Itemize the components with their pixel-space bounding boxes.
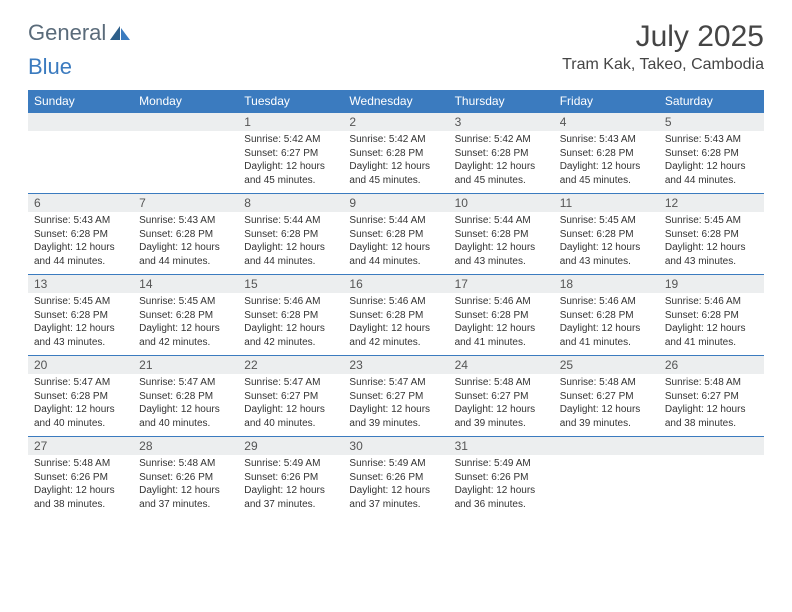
day-data-cell: Sunrise: 5:42 AMSunset: 6:28 PMDaylight:… [343, 131, 448, 194]
day-number-cell: 9 [343, 194, 448, 213]
day-number-cell: 19 [659, 275, 764, 294]
day-number-cell: 2 [343, 113, 448, 132]
empty-day-number-cell [659, 437, 764, 456]
day-number-cell: 30 [343, 437, 448, 456]
day-number-cell: 3 [449, 113, 554, 132]
empty-day-data-cell [554, 455, 659, 517]
empty-day-data-cell [659, 455, 764, 517]
day-number-cell: 31 [449, 437, 554, 456]
day-data-cell: Sunrise: 5:48 AMSunset: 6:27 PMDaylight:… [554, 374, 659, 437]
location-text: Tram Kak, Takeo, Cambodia [562, 56, 764, 74]
day-number-cell: 10 [449, 194, 554, 213]
day-number-cell: 6 [28, 194, 133, 213]
day-data-cell: Sunrise: 5:42 AMSunset: 6:27 PMDaylight:… [238, 131, 343, 194]
day-number-cell: 29 [238, 437, 343, 456]
day-data-cell: Sunrise: 5:43 AMSunset: 6:28 PMDaylight:… [133, 212, 238, 275]
day-data-cell: Sunrise: 5:46 AMSunset: 6:28 PMDaylight:… [554, 293, 659, 356]
day-number-cell: 11 [554, 194, 659, 213]
day-header-row: Sunday Monday Tuesday Wednesday Thursday… [28, 90, 764, 113]
day-data-cell: Sunrise: 5:43 AMSunset: 6:28 PMDaylight:… [554, 131, 659, 194]
day-data-cell: Sunrise: 5:45 AMSunset: 6:28 PMDaylight:… [28, 293, 133, 356]
week-data-row: Sunrise: 5:45 AMSunset: 6:28 PMDaylight:… [28, 293, 764, 356]
day-data-cell: Sunrise: 5:49 AMSunset: 6:26 PMDaylight:… [449, 455, 554, 517]
day-data-cell: Sunrise: 5:45 AMSunset: 6:28 PMDaylight:… [133, 293, 238, 356]
empty-day-number-cell [133, 113, 238, 132]
week-number-row: 13141516171819 [28, 275, 764, 294]
day-number-cell: 5 [659, 113, 764, 132]
day-number-cell: 24 [449, 356, 554, 375]
day-number-cell: 16 [343, 275, 448, 294]
day-number-cell: 28 [133, 437, 238, 456]
calendar-body: 12345 Sunrise: 5:42 AMSunset: 6:27 PMDay… [28, 113, 764, 518]
day-data-cell: Sunrise: 5:46 AMSunset: 6:28 PMDaylight:… [238, 293, 343, 356]
title-block: July 2025 Tram Kak, Takeo, Cambodia [562, 20, 764, 74]
day-header-thursday: Thursday [449, 90, 554, 113]
day-data-cell: Sunrise: 5:43 AMSunset: 6:28 PMDaylight:… [659, 131, 764, 194]
week-data-row: Sunrise: 5:43 AMSunset: 6:28 PMDaylight:… [28, 212, 764, 275]
logo-text-blue: Blue [28, 54, 72, 79]
day-data-cell: Sunrise: 5:46 AMSunset: 6:28 PMDaylight:… [449, 293, 554, 356]
day-number-cell: 17 [449, 275, 554, 294]
day-header-saturday: Saturday [659, 90, 764, 113]
day-data-cell: Sunrise: 5:44 AMSunset: 6:28 PMDaylight:… [238, 212, 343, 275]
week-data-row: Sunrise: 5:47 AMSunset: 6:28 PMDaylight:… [28, 374, 764, 437]
day-number-cell: 20 [28, 356, 133, 375]
day-data-cell: Sunrise: 5:48 AMSunset: 6:26 PMDaylight:… [28, 455, 133, 517]
calendar-table: Sunday Monday Tuesday Wednesday Thursday… [28, 90, 764, 517]
day-data-cell: Sunrise: 5:47 AMSunset: 6:28 PMDaylight:… [28, 374, 133, 437]
day-data-cell: Sunrise: 5:48 AMSunset: 6:27 PMDaylight:… [449, 374, 554, 437]
day-number-cell: 1 [238, 113, 343, 132]
week-number-row: 2728293031 [28, 437, 764, 456]
day-number-cell: 21 [133, 356, 238, 375]
day-data-cell: Sunrise: 5:44 AMSunset: 6:28 PMDaylight:… [343, 212, 448, 275]
empty-day-number-cell [28, 113, 133, 132]
day-number-cell: 22 [238, 356, 343, 375]
day-header-tuesday: Tuesday [238, 90, 343, 113]
day-number-cell: 12 [659, 194, 764, 213]
logo-text-general: General [28, 20, 106, 46]
logo: General [28, 20, 134, 46]
day-number-cell: 8 [238, 194, 343, 213]
day-data-cell: Sunrise: 5:47 AMSunset: 6:27 PMDaylight:… [343, 374, 448, 437]
week-number-row: 6789101112 [28, 194, 764, 213]
day-data-cell: Sunrise: 5:48 AMSunset: 6:27 PMDaylight:… [659, 374, 764, 437]
day-number-cell: 7 [133, 194, 238, 213]
day-data-cell: Sunrise: 5:46 AMSunset: 6:28 PMDaylight:… [343, 293, 448, 356]
day-data-cell: Sunrise: 5:49 AMSunset: 6:26 PMDaylight:… [343, 455, 448, 517]
day-data-cell: Sunrise: 5:47 AMSunset: 6:27 PMDaylight:… [238, 374, 343, 437]
empty-day-data-cell [133, 131, 238, 194]
empty-day-data-cell [28, 131, 133, 194]
day-data-cell: Sunrise: 5:42 AMSunset: 6:28 PMDaylight:… [449, 131, 554, 194]
day-number-cell: 4 [554, 113, 659, 132]
day-number-cell: 25 [554, 356, 659, 375]
day-header-sunday: Sunday [28, 90, 133, 113]
day-number-cell: 18 [554, 275, 659, 294]
day-header-monday: Monday [133, 90, 238, 113]
day-header-friday: Friday [554, 90, 659, 113]
day-header-wednesday: Wednesday [343, 90, 448, 113]
day-data-cell: Sunrise: 5:44 AMSunset: 6:28 PMDaylight:… [449, 212, 554, 275]
day-number-cell: 27 [28, 437, 133, 456]
week-data-row: Sunrise: 5:42 AMSunset: 6:27 PMDaylight:… [28, 131, 764, 194]
day-data-cell: Sunrise: 5:43 AMSunset: 6:28 PMDaylight:… [28, 212, 133, 275]
day-data-cell: Sunrise: 5:49 AMSunset: 6:26 PMDaylight:… [238, 455, 343, 517]
day-number-cell: 14 [133, 275, 238, 294]
day-data-cell: Sunrise: 5:46 AMSunset: 6:28 PMDaylight:… [659, 293, 764, 356]
day-number-cell: 23 [343, 356, 448, 375]
week-data-row: Sunrise: 5:48 AMSunset: 6:26 PMDaylight:… [28, 455, 764, 517]
day-data-cell: Sunrise: 5:45 AMSunset: 6:28 PMDaylight:… [659, 212, 764, 275]
day-data-cell: Sunrise: 5:45 AMSunset: 6:28 PMDaylight:… [554, 212, 659, 275]
logo-sail-icon [108, 24, 132, 42]
empty-day-number-cell [554, 437, 659, 456]
week-number-row: 12345 [28, 113, 764, 132]
month-title: July 2025 [562, 20, 764, 54]
day-number-cell: 26 [659, 356, 764, 375]
day-number-cell: 13 [28, 275, 133, 294]
day-data-cell: Sunrise: 5:47 AMSunset: 6:28 PMDaylight:… [133, 374, 238, 437]
week-number-row: 20212223242526 [28, 356, 764, 375]
day-data-cell: Sunrise: 5:48 AMSunset: 6:26 PMDaylight:… [133, 455, 238, 517]
day-number-cell: 15 [238, 275, 343, 294]
